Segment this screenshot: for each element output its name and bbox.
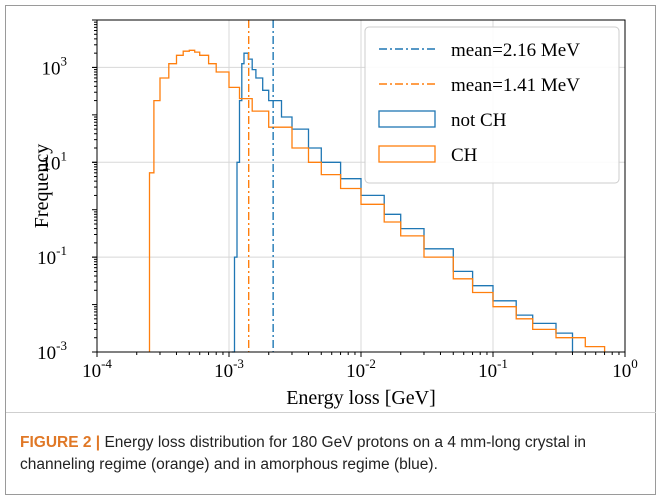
series-ch xyxy=(148,49,606,352)
x-tick-label: 100 xyxy=(612,356,638,382)
caption-text: Energy loss distribution for 180 GeV pro… xyxy=(20,434,587,473)
y-tick-label: 10-1 xyxy=(37,243,67,269)
x-tick-label: 10-4 xyxy=(82,356,112,382)
x-tick-label: 10-2 xyxy=(346,356,376,382)
series-not-ch xyxy=(231,52,574,353)
mean-lines xyxy=(247,20,274,352)
legend-label: not CH xyxy=(451,110,507,131)
legend: mean=2.16 MeV mean=1.41 MeV not CH CH xyxy=(364,26,620,184)
x-axis-ticks: 10-4 10-3 10-2 10-1 100 xyxy=(82,352,638,382)
y-tick-label: 103 xyxy=(42,53,68,79)
legend-box xyxy=(364,26,620,184)
figure-caption: FIGURE 2 | Energy loss distribution for … xyxy=(20,432,645,476)
series-layer xyxy=(148,49,606,353)
legend-label: mean=1.41 MeV xyxy=(451,75,580,96)
caption-label: FIGURE 2 | xyxy=(20,434,101,451)
caption-divider xyxy=(6,412,656,413)
x-tick-label: 10-3 xyxy=(214,356,244,382)
y-tick-label: 10-3 xyxy=(37,338,67,364)
legend-swatch-box xyxy=(378,145,436,163)
x-tick-label: 10-1 xyxy=(478,356,508,382)
y-axis-label: Frequency xyxy=(31,144,53,228)
legend-label: mean=2.16 MeV xyxy=(451,40,580,61)
legend-swatch-box xyxy=(378,110,436,128)
x-axis-label: Energy loss [GeV] xyxy=(286,387,436,409)
legend-label: CH xyxy=(451,145,478,166)
